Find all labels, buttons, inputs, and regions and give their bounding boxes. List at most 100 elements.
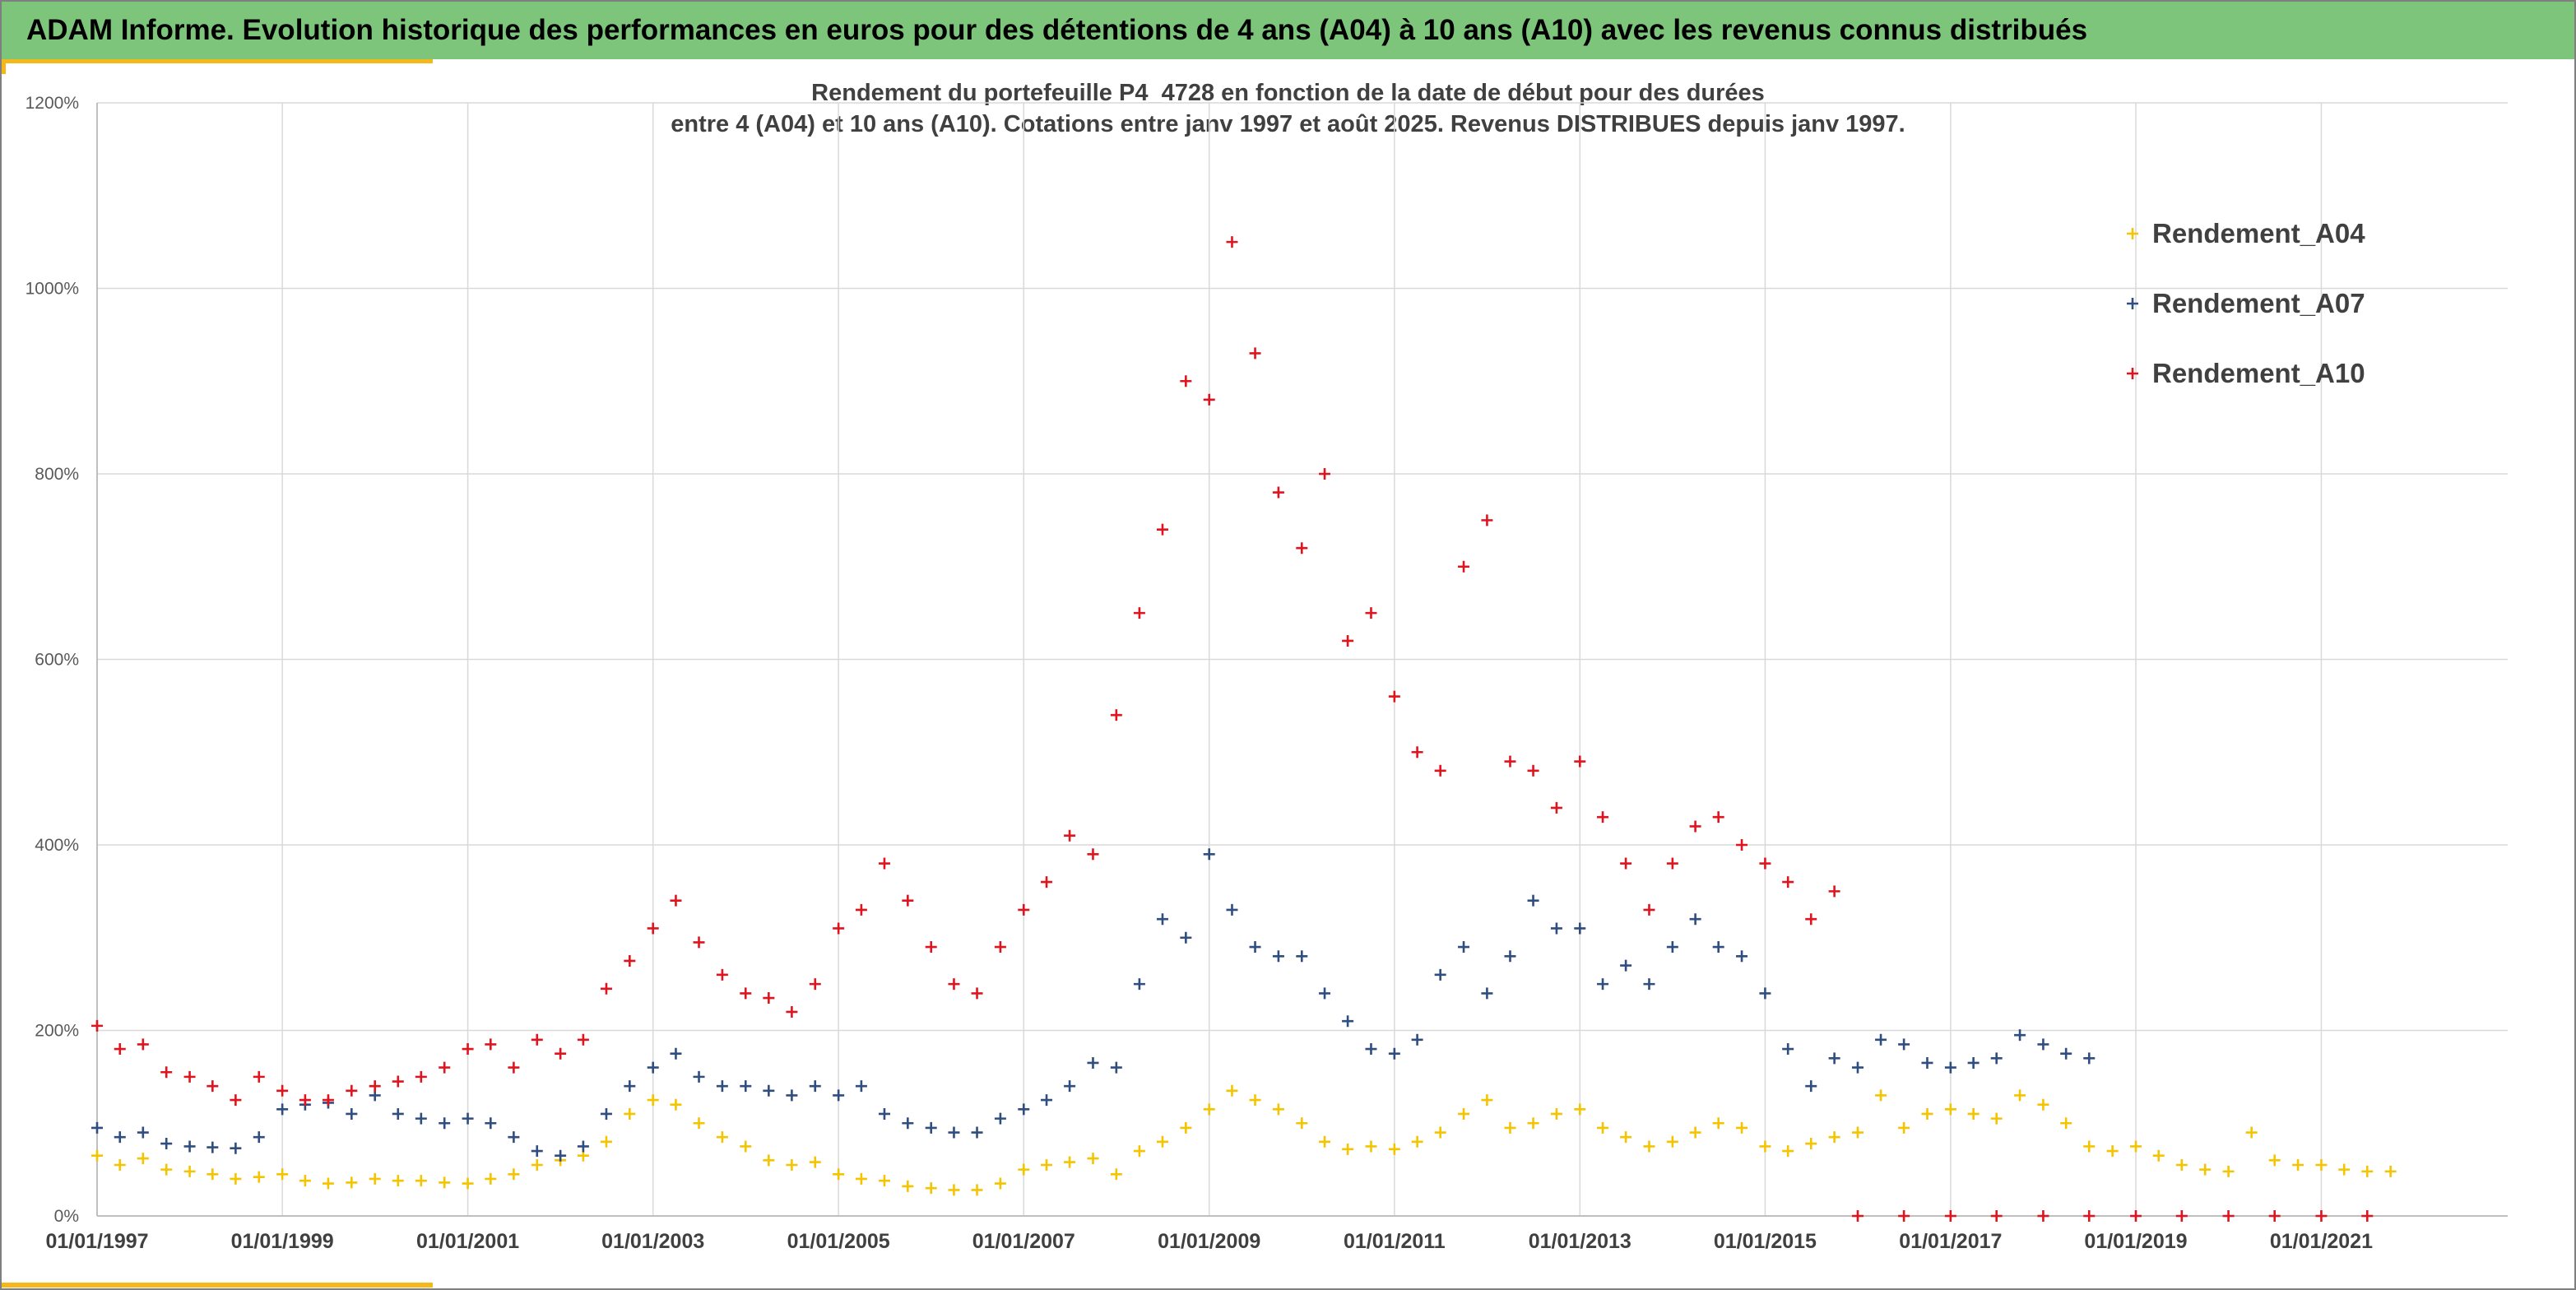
data-point	[322, 1094, 334, 1107]
data-point	[1851, 1210, 1864, 1222]
data-point	[1041, 1158, 1053, 1171]
data-point	[577, 1033, 589, 1046]
data-point	[1365, 607, 1377, 619]
data-point	[1180, 931, 1192, 944]
data-point	[1319, 987, 1331, 1000]
data-point	[1597, 1121, 1609, 1134]
data-point	[91, 1019, 103, 1032]
data-point	[1527, 764, 1539, 777]
data-point	[1342, 634, 1354, 647]
data-point	[1296, 1117, 1308, 1130]
data-point	[809, 1156, 821, 1168]
data-point	[2037, 1038, 2049, 1051]
data-point	[1921, 1107, 1933, 1120]
data-point	[137, 1126, 149, 1139]
data-point	[1087, 1056, 1099, 1069]
series-rendement-a07	[91, 848, 2096, 1162]
x-tick-label: 01/01/1999	[231, 1230, 334, 1253]
data-point	[1249, 1094, 1261, 1107]
data-point	[2014, 1089, 2026, 1102]
data-point	[369, 1080, 381, 1093]
data-point	[439, 1061, 451, 1074]
y-tick-label: 200%	[35, 1022, 79, 1041]
x-tick-label: 01/01/2019	[2084, 1230, 2187, 1253]
x-tick-label: 01/01/2009	[1158, 1230, 1260, 1253]
data-point	[207, 1080, 219, 1093]
data-point	[1666, 857, 1678, 870]
data-point	[1759, 987, 1771, 1000]
data-point	[1805, 1138, 1817, 1150]
x-tick-label: 01/01/2001	[416, 1230, 519, 1253]
data-point	[2129, 1140, 2142, 1153]
data-point	[600, 982, 612, 995]
data-point	[1504, 755, 1516, 768]
data-point	[392, 1107, 404, 1120]
data-point	[971, 987, 983, 1000]
data-point	[1018, 1103, 1030, 1116]
data-point	[1574, 755, 1586, 768]
data-point	[1620, 1131, 1632, 1144]
data-point	[1898, 1038, 1910, 1051]
data-point	[1411, 1033, 1423, 1046]
legend-marker	[2127, 298, 2138, 309]
data-point	[1342, 1143, 1354, 1155]
data-point	[253, 1171, 265, 1183]
data-point	[531, 1033, 543, 1046]
data-point	[1944, 1061, 1956, 1074]
data-point	[2037, 1210, 2049, 1222]
data-point	[1620, 857, 1632, 870]
data-point	[392, 1075, 404, 1088]
data-point	[485, 1038, 497, 1051]
data-point	[299, 1175, 311, 1187]
data-point	[1041, 876, 1053, 889]
data-point	[1388, 1143, 1400, 1155]
data-point	[1272, 950, 1284, 963]
data-point	[1249, 347, 1261, 360]
data-point	[1087, 1153, 1099, 1165]
data-point	[230, 1094, 242, 1107]
data-point	[2083, 1210, 2096, 1222]
data-point	[1156, 913, 1168, 926]
data-point	[1782, 876, 1794, 889]
data-point	[763, 1154, 775, 1167]
data-point	[1481, 1094, 1493, 1107]
data-point	[114, 1158, 126, 1171]
data-point	[693, 1117, 705, 1130]
data-point	[1226, 1084, 1238, 1097]
data-point	[1018, 903, 1030, 916]
data-point	[994, 1112, 1006, 1125]
data-point	[600, 1107, 612, 1120]
data-point	[1411, 1135, 1423, 1148]
data-point	[1365, 1140, 1377, 1153]
banner-title: ADAM Informe. Evolution historique des p…	[26, 14, 2088, 46]
data-point	[763, 1084, 775, 1097]
data-point	[1110, 1168, 1122, 1181]
data-point	[1434, 764, 1446, 777]
legend-marker	[2127, 228, 2138, 239]
series-rendement-a10	[91, 236, 2374, 1222]
data-point	[1967, 1107, 1980, 1120]
data-point	[948, 978, 960, 991]
data-point	[114, 1131, 126, 1144]
data-point	[1458, 560, 1470, 573]
data-point	[2292, 1158, 2304, 1171]
data-point	[183, 1070, 196, 1083]
data-point	[786, 1158, 798, 1171]
legend-marker	[2127, 368, 2138, 379]
data-point	[1712, 811, 1724, 824]
data-point	[1504, 1121, 1516, 1134]
data-point	[160, 1138, 173, 1150]
data-point	[647, 1061, 659, 1074]
data-point	[1736, 950, 1748, 963]
data-point	[346, 1107, 358, 1120]
data-point	[1875, 1033, 1887, 1046]
data-point	[878, 1175, 890, 1187]
data-point	[1133, 607, 1145, 619]
data-point	[809, 1080, 821, 1093]
data-point	[137, 1153, 149, 1165]
data-point	[1481, 514, 1493, 527]
data-point	[1156, 523, 1168, 536]
data-point	[1597, 811, 1609, 824]
data-point	[740, 1080, 752, 1093]
